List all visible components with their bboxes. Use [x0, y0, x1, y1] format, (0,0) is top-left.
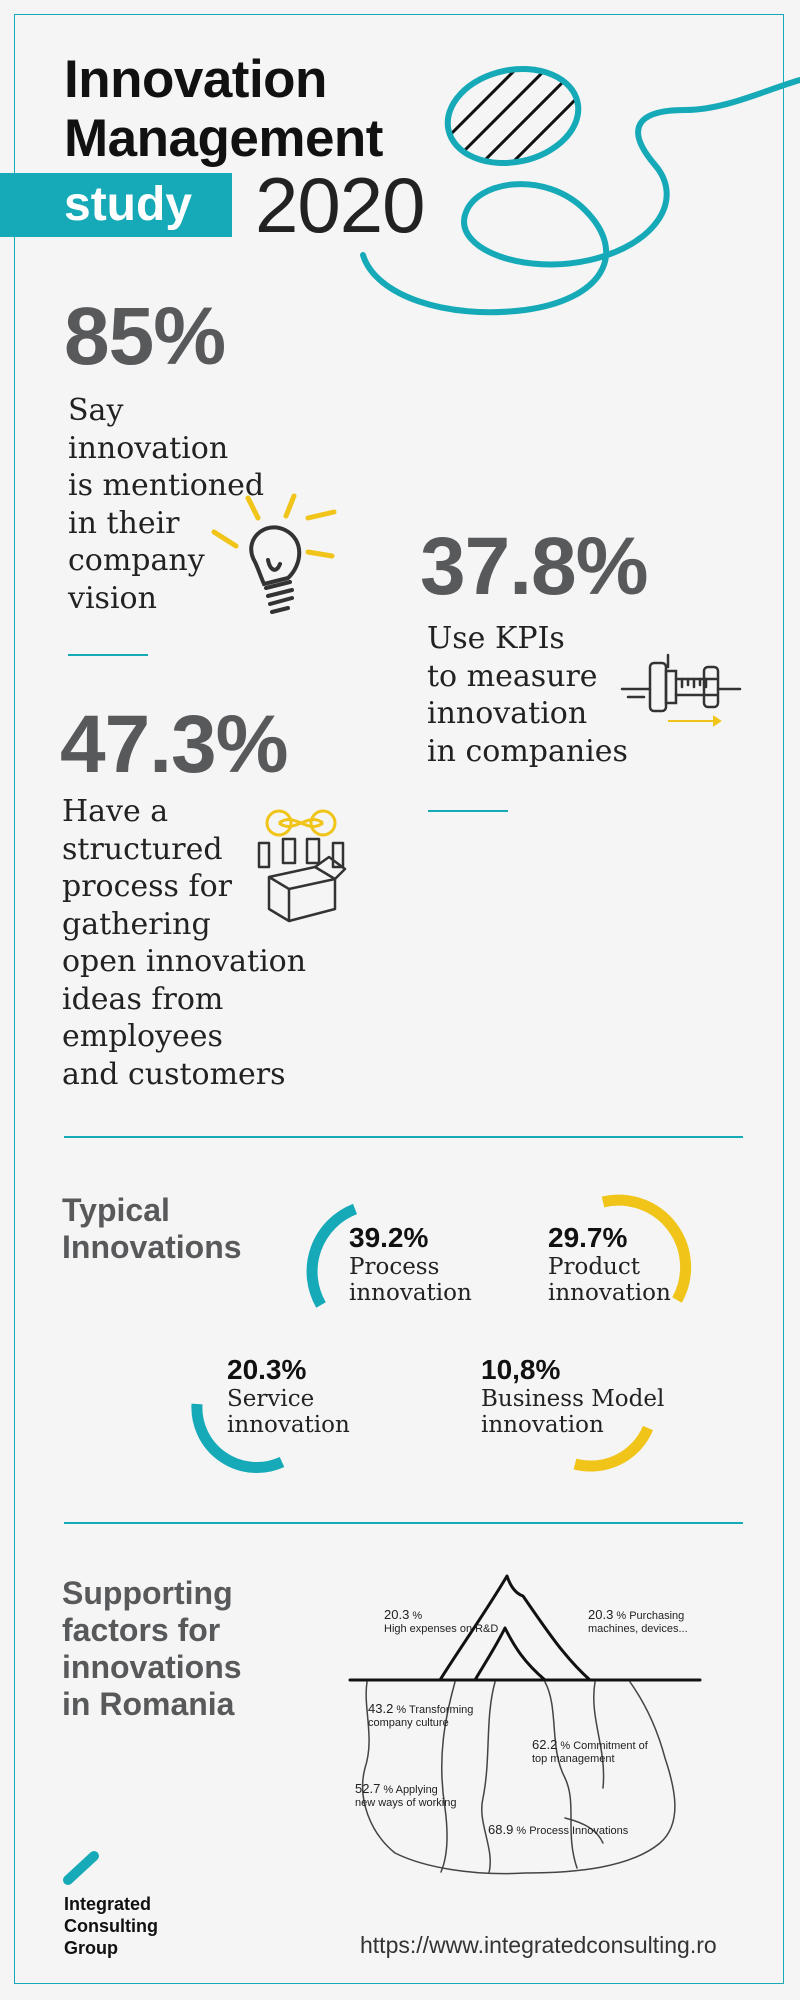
typical-label: innovation — [349, 1280, 472, 1306]
stat-line: Have a — [62, 794, 169, 829]
typical-label: Process — [349, 1254, 440, 1280]
factor-label: High expenses on R&D — [384, 1623, 499, 1635]
factor-unit: % — [412, 1610, 423, 1622]
arc-business-model — [573, 1425, 654, 1472]
arc-process — [306, 1203, 358, 1308]
stat-line: company — [68, 543, 205, 578]
stat-line: open innovation — [62, 944, 307, 979]
stat-line: vision — [68, 580, 157, 616]
stat-line: in companies — [427, 733, 628, 769]
typical-item-process: 39.2% Process innovation — [349, 1222, 472, 1306]
typical-item-product: 29.7% Product innovation — [548, 1222, 671, 1306]
stat-line: is mentioned — [68, 468, 265, 503]
factor-label: company culture — [368, 1717, 449, 1729]
stat-line: employees — [62, 1019, 223, 1054]
stat-value-kpis: 37.8% — [420, 521, 649, 612]
factor-unit: % Process Innovations — [516, 1825, 629, 1837]
page-title: Innovation Management — [64, 50, 383, 168]
stat-value-vision: 85% — [64, 291, 226, 382]
stat-line: and customers — [62, 1056, 286, 1092]
stat-text-kpis: Use KPIs to measure innovation in compan… — [427, 620, 628, 770]
typical-pct: 29.7% — [548, 1222, 628, 1253]
factor-process-innovations: 68.9 % Process Innovations — [488, 1823, 628, 1838]
stat-line: innovation — [68, 430, 229, 466]
factor-purchasing: 20.3 % Purchasing machines, devices... — [588, 1608, 688, 1636]
stat-value-open-innovation: 47.3% — [60, 699, 289, 790]
logo-line: Group — [64, 1938, 118, 1958]
stat-line: Use KPIs — [427, 621, 565, 656]
logo-line: Consulting — [64, 1916, 158, 1936]
stat-line: gathering — [62, 906, 211, 942]
heading-line: Supporting — [62, 1575, 233, 1611]
factor-unit: % Applying — [383, 1784, 438, 1796]
title-line-1: Innovation — [64, 50, 327, 109]
typical-pct: 39.2% — [349, 1222, 429, 1253]
arc-product — [601, 1194, 692, 1303]
factor-management: 62.2 % Commitment of top management — [532, 1738, 648, 1766]
section-divider — [64, 1136, 743, 1138]
factor-label: top management — [532, 1753, 615, 1765]
ideas-box-icon — [257, 809, 347, 923]
study-band — [0, 173, 232, 237]
stat-line: in their — [68, 505, 180, 541]
factor-label: new ways of working — [355, 1797, 457, 1809]
stat-line: structured — [62, 831, 223, 867]
caliper-icon — [620, 653, 742, 727]
typical-label: Product — [548, 1254, 640, 1280]
heading-line: factors for — [62, 1612, 221, 1648]
divider-short — [428, 810, 508, 812]
typical-label: innovation — [548, 1280, 671, 1306]
study-year: 2020 — [255, 161, 426, 249]
factor-pct: 52.7 — [355, 1781, 381, 1796]
stat-line: ideas from — [62, 981, 224, 1017]
factor-rd-expenses: 20.3 % High expenses on R&D — [384, 1608, 498, 1636]
typical-pct: 20.3% — [227, 1354, 307, 1385]
page-frame — [14, 14, 784, 1984]
section-divider — [64, 1522, 743, 1524]
study-label: study — [64, 178, 193, 231]
supporting-factors-heading: Supporting factors for innovations in Ro… — [62, 1575, 242, 1723]
factor-pct: 20.3 — [384, 1607, 410, 1622]
stat-line: to measure — [427, 658, 598, 694]
heading-line: in Romania — [62, 1686, 235, 1722]
typical-item-service: 20.3% Service innovation — [227, 1354, 350, 1438]
factor-label: machines, devices... — [588, 1623, 688, 1635]
heading-line: Innovations — [62, 1229, 242, 1265]
factor-unit: % Transforming — [396, 1704, 474, 1716]
title-line-2: Management — [64, 109, 383, 168]
factor-pct: 62.2 — [532, 1737, 558, 1752]
arc-service — [191, 1403, 285, 1473]
typical-pct: 10,8% — [481, 1354, 561, 1385]
iceberg-icon — [348, 1574, 702, 1875]
stat-text-open-innovation: Have a structured process for gathering … — [62, 793, 306, 1093]
stat-line: process for — [62, 869, 232, 904]
typical-label: Business Model — [481, 1386, 665, 1412]
divider-short — [68, 654, 148, 656]
company-logo-text: Integrated Consulting Group — [64, 1893, 158, 1959]
typical-label: innovation — [481, 1412, 604, 1438]
factor-pct: 20.3 — [588, 1607, 614, 1622]
factor-culture: 43.2 % Transforming company culture — [368, 1702, 473, 1730]
typical-label: Service — [227, 1386, 315, 1412]
scribble-decoration-icon — [360, 57, 800, 316]
factor-new-ways: 52.7 % Applying new ways of working — [355, 1782, 457, 1810]
heading-line: Typical — [62, 1192, 170, 1228]
stat-line: Say — [68, 393, 124, 428]
stat-text-vision: Say innovation is mentioned in their com… — [68, 392, 264, 617]
logo-icon — [63, 1851, 99, 1885]
lightbulb-icon — [211, 493, 337, 614]
stat-line: innovation — [427, 696, 588, 731]
website-link[interactable]: https://www.integratedconsulting.ro — [360, 1932, 717, 1958]
logo-line: Integrated — [64, 1894, 152, 1914]
typical-item-business-model: 10,8% Business Model innovation — [481, 1354, 664, 1438]
typical-innovations-heading: Typical Innovations — [62, 1192, 242, 1266]
factor-unit: % Purchasing — [616, 1610, 685, 1622]
typical-innovation-arcs — [191, 1194, 692, 1473]
heading-line: innovations — [62, 1649, 242, 1685]
typical-label: innovation — [227, 1412, 350, 1438]
factor-pct: 43.2 — [368, 1701, 394, 1716]
factor-unit: % Commitment of — [560, 1740, 648, 1752]
factor-pct: 68.9 — [488, 1822, 514, 1837]
